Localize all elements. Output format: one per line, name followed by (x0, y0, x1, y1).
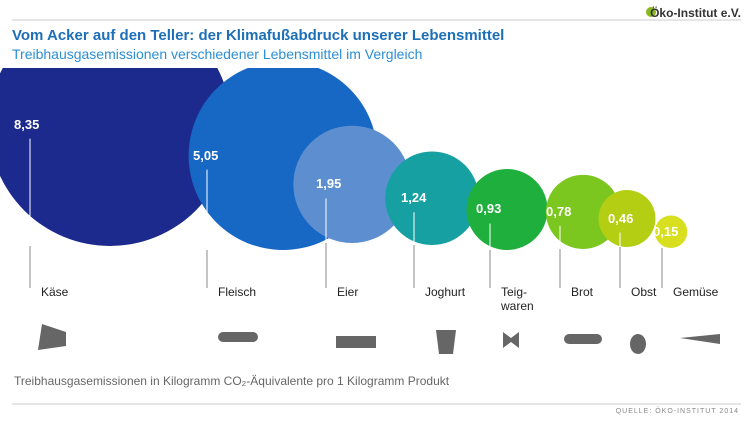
logo-mark (646, 7, 656, 17)
category-label: Eier (337, 285, 359, 299)
value-label: 0,93 (476, 201, 502, 217)
icon-sausage (218, 332, 258, 342)
bubble (654, 215, 688, 248)
icon-eggs (336, 336, 376, 348)
bubble (385, 151, 479, 245)
category-label: Obst (631, 285, 657, 299)
value-label: 0,46 (608, 210, 634, 226)
value-label: 0,15 (653, 223, 679, 239)
bubble (466, 168, 548, 251)
icon-pasta (503, 332, 519, 348)
value-label: 0,78 (546, 203, 572, 219)
value-label: 1,95 (316, 176, 342, 192)
value-label: 8,35 (14, 116, 40, 132)
icon-bread (564, 334, 602, 344)
icon-yogurt (436, 330, 456, 354)
category-label: Gemüse (673, 285, 719, 299)
source: QUELLE: ÖKO-INSTITUT 2014 (615, 408, 739, 415)
icon-pear (630, 334, 646, 354)
header-band (0, 0, 753, 68)
value-label: 5,05 (193, 147, 219, 163)
category-label: Fleisch (218, 285, 257, 299)
subtitle: Treibhausgasemissionen verschiedener Leb… (12, 46, 423, 62)
category-label: Käse (41, 285, 69, 299)
category-label: Brot (571, 285, 594, 299)
icon-cheese (38, 324, 66, 350)
bubble (293, 125, 411, 243)
icon-carrot (680, 334, 720, 344)
unit-note: Treibhausgasemissionen in Kilogramm CO₂-… (14, 374, 450, 388)
icons (38, 324, 720, 354)
category-label: Joghurt (425, 285, 466, 299)
bubble (598, 190, 656, 248)
logo: Öko-Institut e.V. (650, 6, 741, 20)
category-label: Teig- waren (501, 285, 534, 313)
title: Vom Acker auf den Teller: der Klimafußab… (12, 27, 505, 44)
value-label: 1,24 (401, 190, 427, 206)
